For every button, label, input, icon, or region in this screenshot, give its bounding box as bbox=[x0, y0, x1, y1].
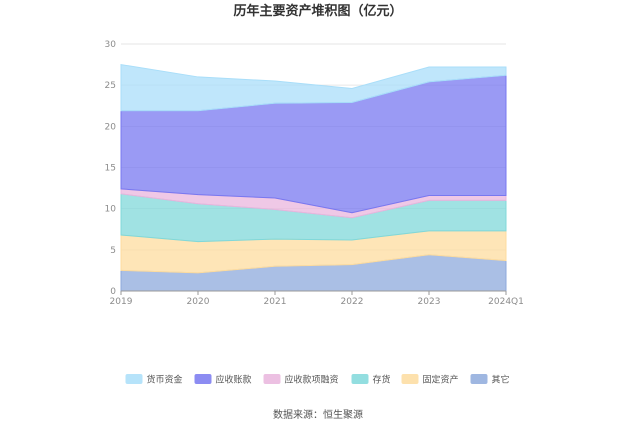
y-tick-label: 25 bbox=[105, 81, 116, 91]
legend-label: 其它 bbox=[492, 374, 510, 386]
y-tick-label: 5 bbox=[110, 246, 116, 256]
chart-title: 历年主要资产堆积图（亿元） bbox=[233, 3, 402, 19]
legend-swatch bbox=[263, 374, 281, 384]
y-tick-label: 30 bbox=[105, 40, 117, 50]
y-tick-label: 15 bbox=[105, 164, 116, 174]
legend-label: 应收账款 bbox=[216, 374, 252, 386]
x-tick-label: 2021 bbox=[264, 297, 287, 307]
legend-label: 固定资产 bbox=[423, 374, 459, 386]
x-tick-label: 2019 bbox=[110, 297, 133, 307]
legend-swatch bbox=[194, 374, 212, 384]
legend-swatch bbox=[351, 374, 369, 384]
legend-swatch bbox=[401, 374, 419, 384]
area-货币资金 bbox=[120, 63, 507, 112]
legend-label: 货币资金 bbox=[147, 374, 183, 386]
x-tick-label: 2022 bbox=[341, 297, 364, 307]
legend-swatch bbox=[470, 374, 488, 384]
legend-swatch bbox=[125, 374, 143, 384]
legend-label: 存货 bbox=[373, 374, 391, 386]
axes: 0 5 10 15 20 25 30 2019 2020 2021 2022 2023 2024Q1 bbox=[105, 40, 524, 307]
area-series bbox=[120, 63, 507, 292]
legend: 货币资金 应收账款 应收款项融资 存货 固定资产 其它 bbox=[125, 374, 510, 386]
data-source: 数据来源：恒生聚源 bbox=[273, 408, 363, 421]
x-tick-label: 2023 bbox=[418, 297, 441, 307]
y-tick-label: 10 bbox=[105, 205, 117, 215]
x-tick-label: 2024Q1 bbox=[488, 297, 524, 307]
legend-label: 应收款项融资 bbox=[285, 374, 339, 386]
x-tick-label: 2020 bbox=[187, 297, 210, 307]
y-tick-label: 20 bbox=[105, 122, 117, 132]
y-tick-label: 0 bbox=[110, 287, 116, 297]
